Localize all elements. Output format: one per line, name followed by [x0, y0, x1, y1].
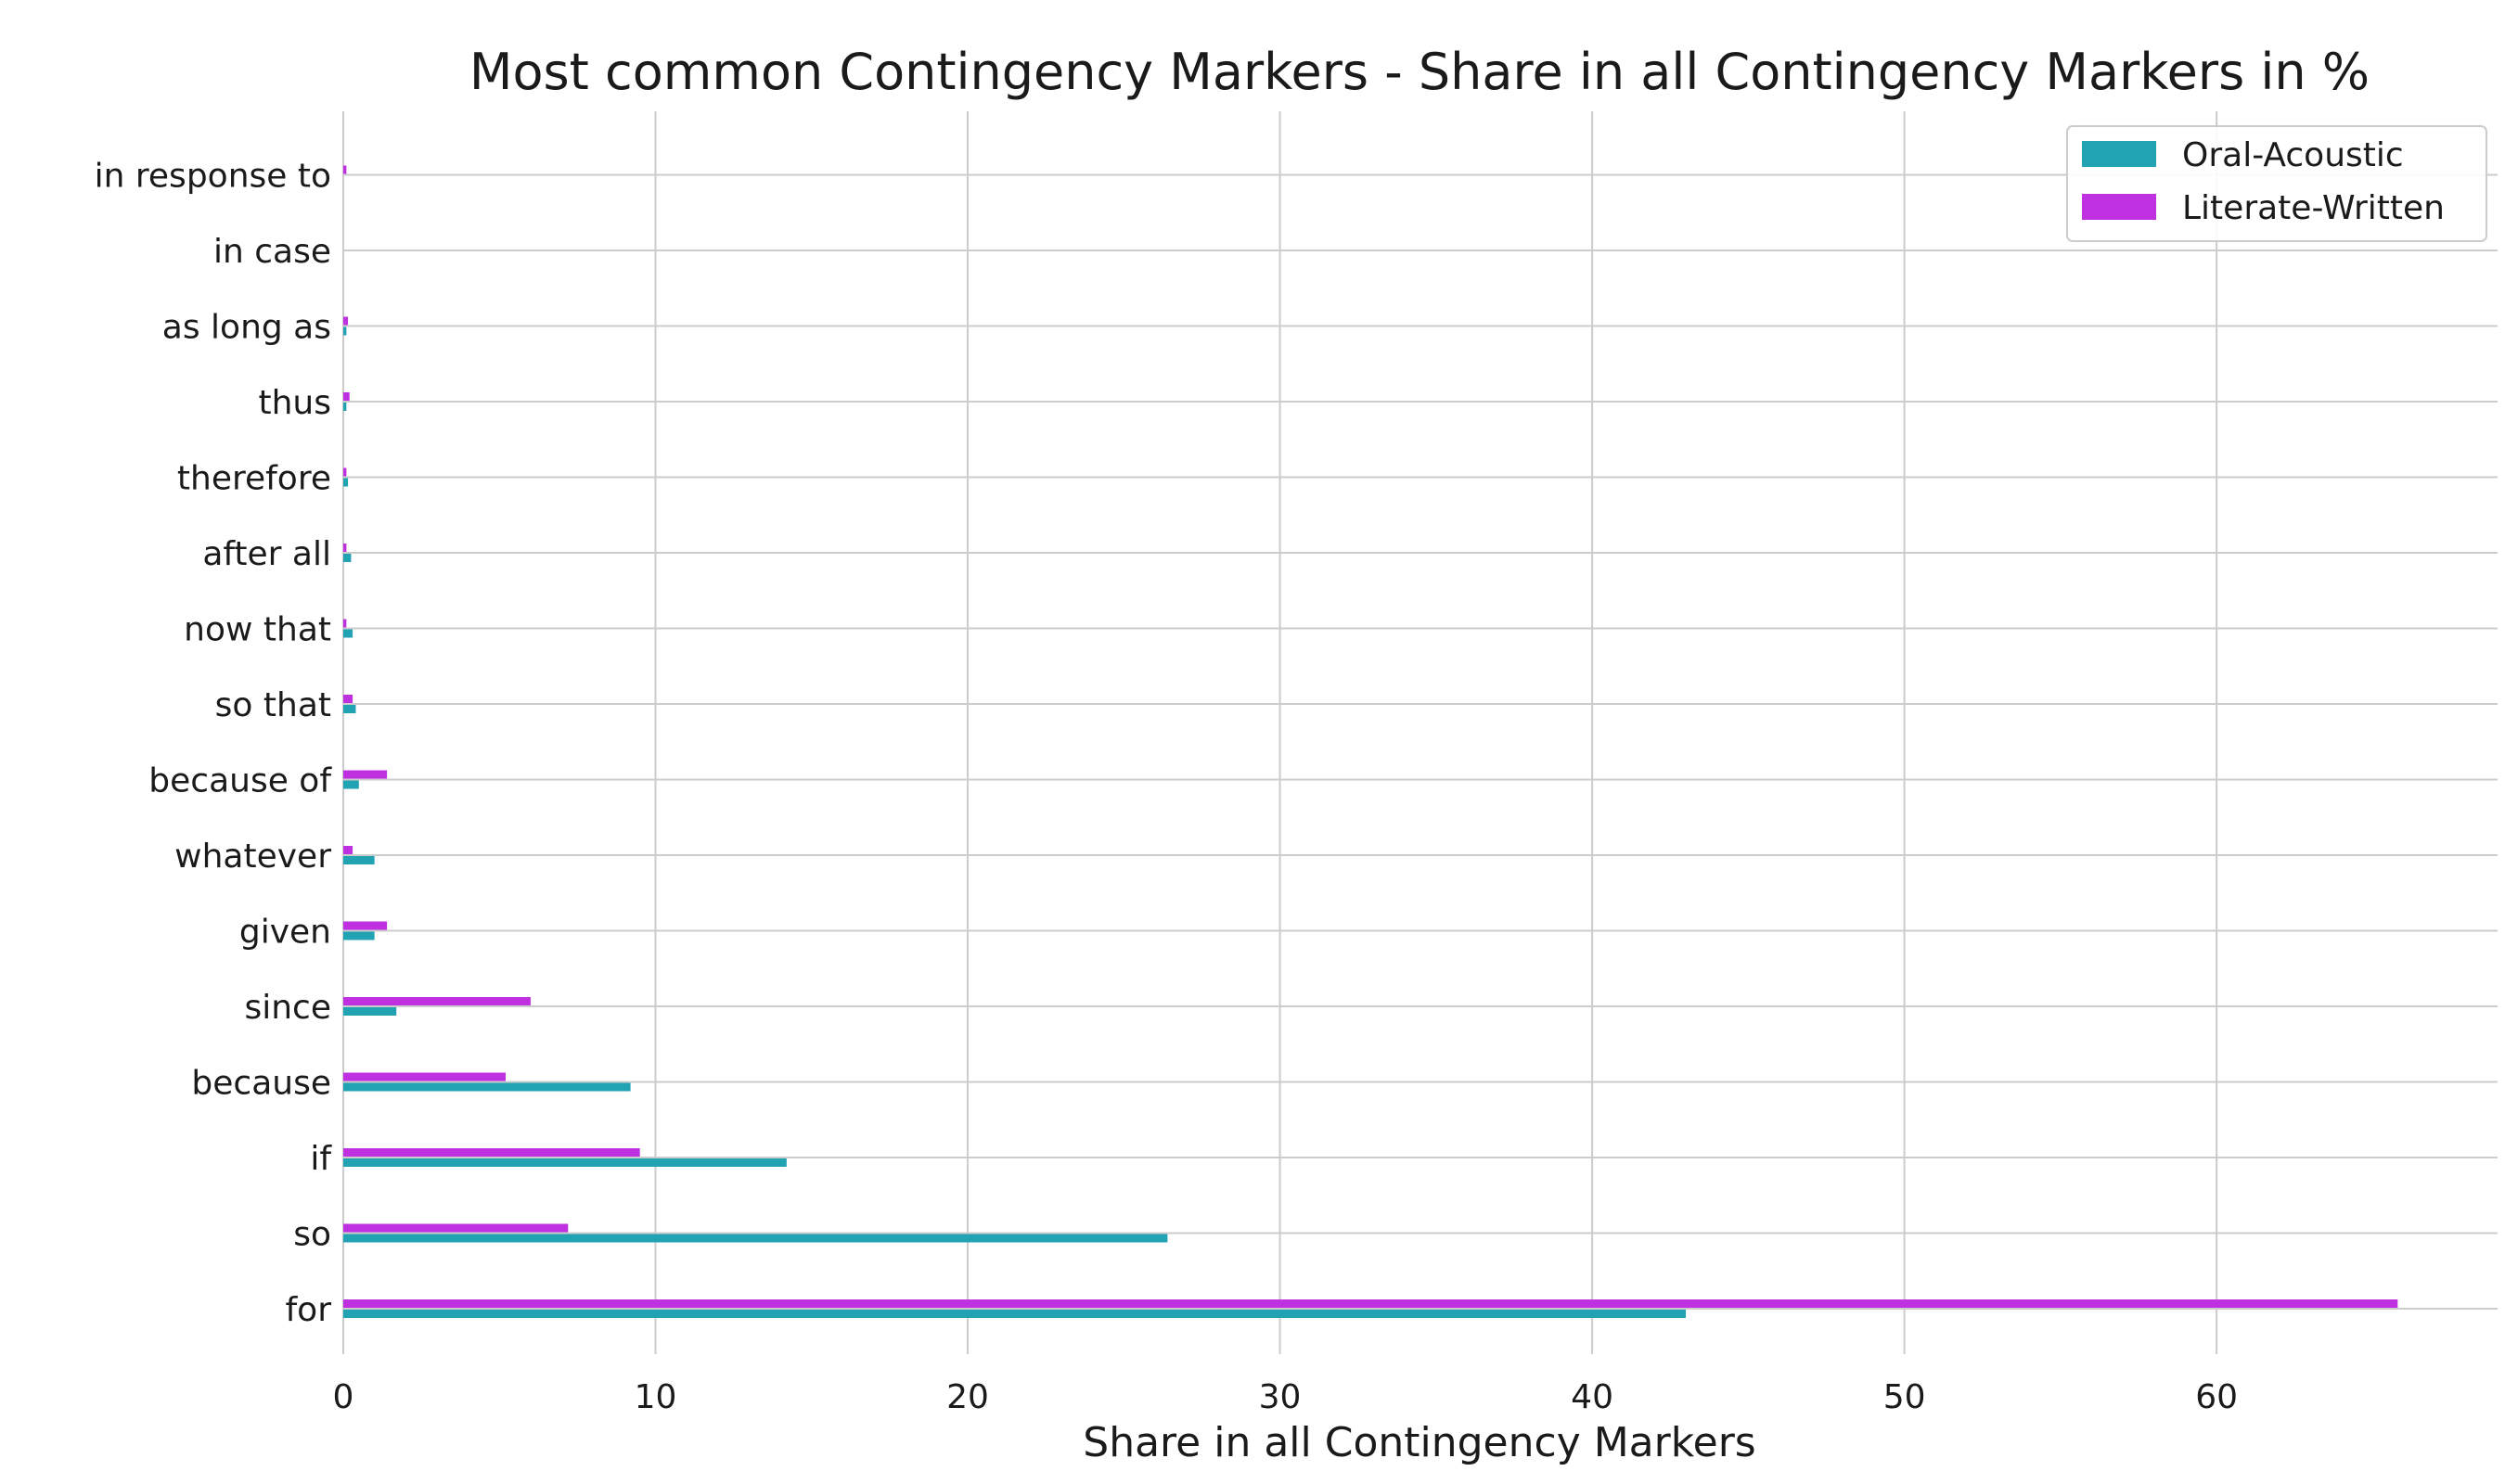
y-tick-label-whatever: whatever	[174, 838, 331, 876]
bar-literate-written-so	[343, 1223, 569, 1233]
legend-swatch-oral-acoustic	[2082, 141, 2156, 167]
bar-literate-written-since	[343, 997, 531, 1005]
legend-label-oral-acoustic: Oral-Acoustic	[2182, 136, 2404, 174]
x-tick-label: 40	[1571, 1378, 1613, 1416]
y-tick-label-so: so	[293, 1216, 331, 1254]
bar-oral-acoustic-so-that	[343, 705, 356, 713]
bar-literate-written-therefore	[343, 467, 347, 477]
bar-literate-written-whatever	[343, 846, 353, 854]
grid	[342, 111, 2498, 1354]
bar-oral-acoustic-whatever	[343, 856, 375, 864]
y-tick-label-as-long-as: as long as	[162, 309, 331, 347]
x-tick-label: 50	[1883, 1378, 1926, 1416]
y-tick-label-in-case: in case	[213, 233, 331, 271]
x-tick-label: 10	[635, 1378, 677, 1416]
bar-oral-acoustic-as-long-as	[343, 326, 347, 336]
y-tick-labels: for so if because since given whatever because …	[95, 158, 333, 1330]
bar-literate-written-because	[343, 1072, 506, 1081]
y-tick-label-now-that: now that	[184, 611, 331, 649]
bar-literate-written-if	[343, 1148, 640, 1157]
bar-literate-written-thus	[343, 392, 350, 401]
y-tick-label-because-of: because of	[148, 762, 332, 800]
y-tick-label-therefore: therefore	[177, 460, 331, 498]
bar-literate-written-because-of	[343, 770, 388, 779]
legend-swatch-literate-written	[2082, 194, 2156, 220]
bar-oral-acoustic-so	[343, 1234, 1168, 1243]
bar-literate-written-in-response-to	[343, 165, 347, 174]
legend: Oral-Acoustic Literate-Written	[2066, 125, 2487, 242]
x-tick-label: 60	[2195, 1378, 2238, 1416]
x-axis-label: Share in all Contingency Markers	[1083, 1419, 1755, 1466]
bar-literate-written-for	[343, 1299, 2398, 1308]
legend-box	[2066, 125, 2487, 242]
chart-title: Most common Contingency Markers - Share …	[469, 43, 2370, 101]
y-tick-label-so-that: so that	[215, 686, 331, 724]
bars	[343, 165, 2398, 1318]
x-tick-label: 0	[333, 1378, 354, 1416]
bar-oral-acoustic-thus	[343, 403, 347, 411]
bar-literate-written-as-long-as	[343, 316, 349, 326]
legend-label-literate-written: Literate-Written	[2182, 189, 2445, 227]
bar-oral-acoustic-therefore	[343, 478, 349, 487]
y-tick-label-for: for	[286, 1291, 332, 1329]
y-tick-label-since: since	[244, 989, 331, 1027]
bar-oral-acoustic-because-of	[343, 780, 359, 789]
y-tick-label-if: if	[310, 1140, 332, 1178]
bar-oral-acoustic-since	[343, 1007, 397, 1016]
y-tick-label-given: given	[239, 914, 331, 952]
bar-oral-acoustic-after-all	[343, 554, 352, 562]
x-tick-labels: 0 10 20 30 40 50 60	[333, 1378, 2238, 1416]
bar-oral-acoustic-given	[343, 931, 375, 940]
x-tick-label: 20	[946, 1378, 989, 1416]
bar-oral-acoustic-for	[343, 1310, 1687, 1318]
y-tick-label-in-response-to: in response to	[95, 158, 331, 196]
bar-literate-written-after-all	[343, 544, 347, 552]
bar-oral-acoustic-if	[343, 1158, 787, 1167]
y-tick-label-thus: thus	[258, 384, 331, 422]
bar-oral-acoustic-now-that	[343, 629, 353, 638]
bar-literate-written-so-that	[343, 695, 353, 703]
bar-oral-acoustic-because	[343, 1082, 631, 1092]
x-tick-label: 30	[1259, 1378, 1302, 1416]
y-tick-label-after-all: after all	[202, 535, 331, 573]
bar-literate-written-given	[343, 921, 388, 930]
y-tick-label-because: because	[191, 1065, 331, 1103]
bar-literate-written-now-that	[343, 619, 347, 628]
